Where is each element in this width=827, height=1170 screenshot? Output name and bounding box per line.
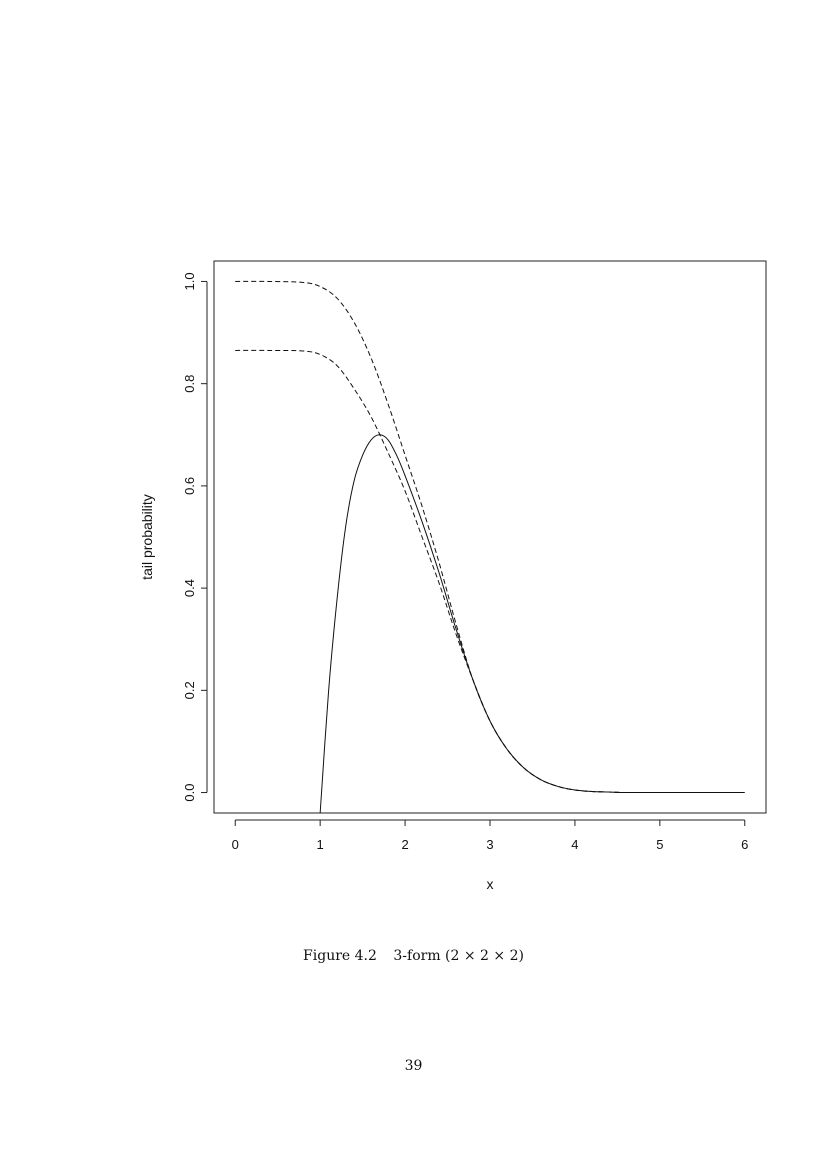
x-axis-label: x: [487, 876, 494, 892]
x-tick-label: 5: [656, 837, 663, 852]
caption-label: Figure 4.2: [303, 948, 377, 964]
y-tick-label: 0.4: [182, 579, 197, 597]
y-tick-label: 1.0: [182, 272, 197, 290]
solid-curve: [319, 434, 745, 813]
x-tick-label: 4: [571, 837, 578, 852]
x-tick-label: 1: [317, 837, 324, 852]
x-tick-label: 6: [741, 837, 748, 852]
caption-text: 3-form (2 × 2 × 2): [393, 948, 524, 964]
plot-frame: [213, 260, 767, 814]
page-number: 39: [404, 1058, 423, 1074]
y-tick-label: 0.0: [182, 784, 197, 802]
dashed-curve-2: [235, 349, 626, 794]
y-axis-label: tail probability: [139, 494, 155, 580]
x-tick-label: 3: [486, 837, 493, 852]
x-tick-label: 0: [232, 837, 239, 852]
dashed-curve-1: [235, 280, 626, 794]
y-tick-label: 0.6: [182, 477, 197, 495]
x-tick-label: 2: [401, 837, 408, 852]
y-tick-label: 0.2: [182, 681, 197, 699]
figure-caption: Figure 4.2 3-form (2 × 2 × 2): [0, 948, 827, 964]
y-tick-label: 0.8: [182, 375, 197, 393]
